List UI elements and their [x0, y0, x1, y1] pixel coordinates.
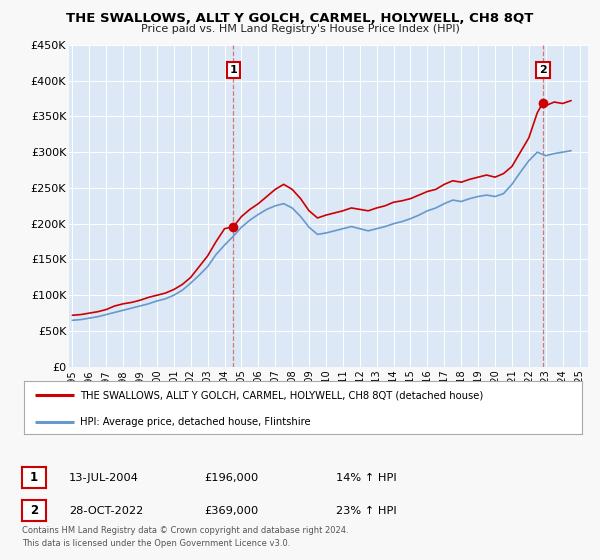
Text: This data is licensed under the Open Government Licence v3.0.: This data is licensed under the Open Gov…: [22, 539, 290, 548]
Text: Contains HM Land Registry data © Crown copyright and database right 2024.: Contains HM Land Registry data © Crown c…: [22, 526, 349, 535]
Text: THE SWALLOWS, ALLT Y GOLCH, CARMEL, HOLYWELL, CH8 8QT: THE SWALLOWS, ALLT Y GOLCH, CARMEL, HOLY…: [67, 12, 533, 25]
Text: 1: 1: [30, 471, 38, 484]
Text: 28-OCT-2022: 28-OCT-2022: [69, 506, 143, 516]
Text: £369,000: £369,000: [204, 506, 258, 516]
Text: 14% ↑ HPI: 14% ↑ HPI: [336, 473, 397, 483]
Text: 13-JUL-2004: 13-JUL-2004: [69, 473, 139, 483]
Text: 1: 1: [230, 65, 238, 75]
Text: Price paid vs. HM Land Registry's House Price Index (HPI): Price paid vs. HM Land Registry's House …: [140, 24, 460, 34]
Text: HPI: Average price, detached house, Flintshire: HPI: Average price, detached house, Flin…: [80, 417, 310, 427]
Text: 2: 2: [30, 504, 38, 517]
Text: £196,000: £196,000: [204, 473, 258, 483]
Text: 23% ↑ HPI: 23% ↑ HPI: [336, 506, 397, 516]
Text: THE SWALLOWS, ALLT Y GOLCH, CARMEL, HOLYWELL, CH8 8QT (detached house): THE SWALLOWS, ALLT Y GOLCH, CARMEL, HOLY…: [80, 390, 483, 400]
Text: 2: 2: [539, 65, 547, 75]
